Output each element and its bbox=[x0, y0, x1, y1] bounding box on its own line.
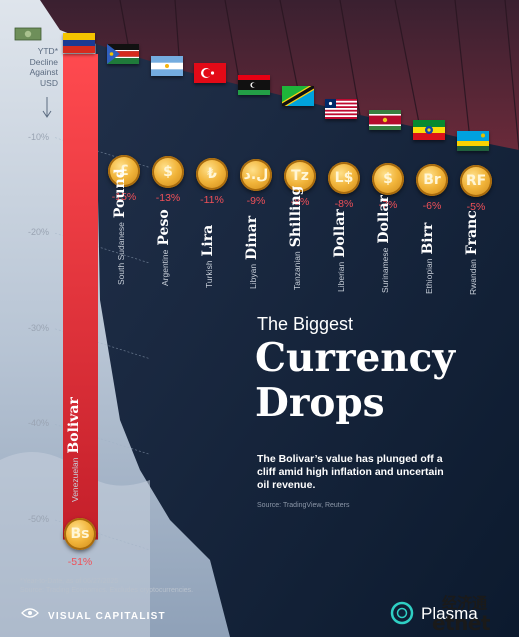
source-note: Source: TradingView, Reuters bbox=[257, 502, 350, 509]
down-arrow-icon bbox=[42, 97, 52, 118]
coin-icon: ₺ bbox=[196, 157, 228, 190]
y-tick-label: -30% bbox=[28, 322, 50, 333]
y-axis-title: YTD* Decline Against USD bbox=[29, 46, 58, 88]
coin-icon: Br bbox=[416, 164, 448, 197]
currency-label: Dinar bbox=[244, 215, 260, 260]
currency-name: Turkish Lira bbox=[200, 224, 216, 287]
banknote-icon bbox=[14, 27, 42, 41]
value-label: -6% bbox=[422, 200, 442, 213]
watermark-etnet: etnet bbox=[432, 611, 491, 635]
currency-name: Tanzanian Shilling bbox=[288, 186, 304, 290]
footnote-line-1: *Year-to-Date, as of 06/27/2025 bbox=[20, 578, 119, 585]
currency-name: Ethiopian Birr bbox=[420, 223, 436, 294]
value-label: -15% bbox=[111, 191, 137, 203]
brand-name: VISUAL CAPITALIST bbox=[48, 611, 166, 622]
flag-suriname-icon bbox=[369, 110, 401, 130]
country-label: Tanzanian bbox=[292, 251, 302, 291]
currency-label: Shilling bbox=[288, 185, 304, 248]
currency-name: Liberian Dollar bbox=[332, 209, 348, 292]
currency-name: Surinamese Dollar bbox=[376, 195, 392, 293]
value-label: -9% bbox=[246, 194, 266, 207]
country-label: Argentine bbox=[160, 249, 170, 287]
flag-rwanda-icon bbox=[457, 131, 489, 151]
currency-label: Birr bbox=[420, 222, 436, 255]
coin-icon: £ bbox=[108, 155, 140, 187]
country-label: Ethiopian bbox=[424, 258, 434, 295]
y-tick-label: -40% bbox=[28, 418, 50, 429]
flag-tanzania-icon bbox=[282, 86, 314, 106]
y-tick-label: -10% bbox=[28, 131, 50, 142]
country-label: Rwandan bbox=[468, 259, 478, 296]
country-label: Liberian bbox=[336, 261, 346, 292]
coin-icon: RF bbox=[460, 165, 492, 198]
currency-label: Dollar bbox=[332, 208, 348, 258]
y-tick-label: -50% bbox=[28, 514, 50, 524]
coin-icon: $ bbox=[152, 156, 184, 189]
country-label: Venezuelan bbox=[70, 457, 80, 502]
flag-south-sudan-icon bbox=[107, 44, 139, 64]
value-label: -51% bbox=[67, 555, 93, 568]
currency-name: Argentine Peso bbox=[156, 210, 172, 287]
watermark-chinese: 经济通 bbox=[442, 594, 488, 612]
value-label: -5% bbox=[466, 201, 486, 214]
currency-label: Peso bbox=[156, 209, 172, 246]
title-line-3: Drops bbox=[255, 380, 385, 426]
currency-name: Libyan Dinar bbox=[244, 216, 260, 289]
coin-icon: $ bbox=[372, 162, 404, 195]
title-line-1: The Biggest bbox=[257, 314, 354, 334]
currency-name: Venezuelan Bolivar bbox=[66, 397, 82, 502]
country-label: Libyan bbox=[248, 263, 258, 289]
currency-label: Lira bbox=[200, 224, 216, 257]
value-label: -13% bbox=[155, 192, 181, 205]
value-label: -11% bbox=[200, 193, 224, 206]
currency-label: Pound bbox=[112, 168, 128, 219]
country-label: Surinamese bbox=[380, 247, 390, 293]
country-label: South Sudanese bbox=[116, 222, 126, 285]
value-label: -8% bbox=[290, 196, 310, 209]
flag-turkey-icon bbox=[194, 63, 226, 83]
title-line-2: Currency bbox=[255, 335, 456, 381]
sponsor-name: Plasma bbox=[421, 604, 478, 623]
coin-icon: Tz bbox=[284, 160, 316, 193]
currency-name: Rwandan Franc bbox=[464, 211, 480, 296]
value-label: -7% bbox=[378, 198, 398, 211]
coin-icon: ل.د bbox=[240, 158, 272, 191]
currency-label: Dollar bbox=[376, 194, 392, 244]
coin-icon: L$ bbox=[328, 161, 360, 194]
currency-label: Franc bbox=[464, 210, 480, 256]
currency-label: Bolivar bbox=[66, 396, 82, 454]
footnote: *Year-to-Date, as of 06/27/2025 Source: … bbox=[20, 577, 193, 595]
flag-ethiopia-icon bbox=[413, 120, 445, 140]
y-tick-label: -20% bbox=[28, 227, 50, 238]
description: The Bolivar’s value has plunged off a cl… bbox=[257, 453, 444, 491]
currency-name: South Sudanese Pound bbox=[112, 169, 128, 286]
flag-liberia-icon bbox=[325, 99, 357, 119]
flag-venezuela-icon bbox=[63, 33, 95, 53]
visual-capitalist-logo-icon bbox=[21, 608, 39, 618]
plasma-logo-icon bbox=[390, 601, 414, 625]
footnote-line-2: Source: Trading Economics. Excludes cryp… bbox=[20, 587, 194, 594]
flag-argentina-icon bbox=[151, 56, 183, 76]
chart-bar-bolivar bbox=[63, 54, 98, 540]
flag-libya-icon bbox=[238, 75, 270, 95]
value-label: -8% bbox=[334, 197, 354, 210]
coin-icon: Bs bbox=[64, 517, 96, 550]
country-label: Turkish bbox=[204, 260, 214, 288]
